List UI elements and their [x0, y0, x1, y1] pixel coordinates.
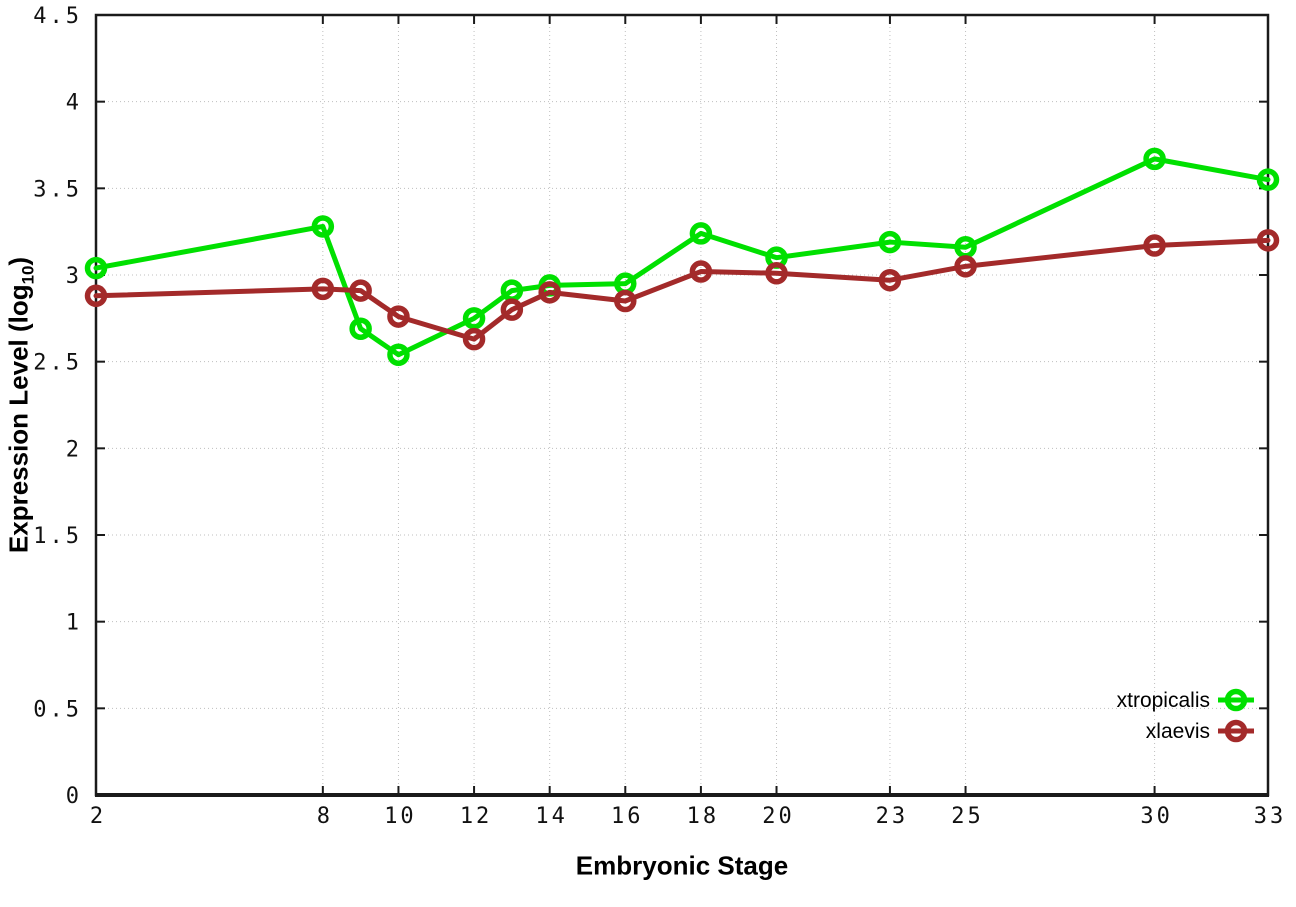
data-point-xlaevis	[765, 262, 788, 285]
x-tick-label: 30	[1140, 804, 1173, 829]
x-tick-label: 2	[90, 804, 106, 829]
data-point-xtropicalis	[462, 307, 486, 330]
legend-label-xlaevis: xlaevis	[1146, 720, 1210, 743]
data-point-xlaevis	[349, 279, 372, 302]
y-axis-title-close: )	[3, 256, 34, 266]
series-line-xlaevis	[93, 237, 1271, 342]
data-point-xlaevis	[462, 327, 486, 351]
y-tick-label: 0	[66, 784, 82, 809]
data-point-xlaevis	[500, 298, 524, 321]
x-tick-label: 33	[1254, 804, 1287, 829]
data-point-xlaevis	[1256, 229, 1280, 252]
data-point-xlaevis	[878, 268, 902, 292]
y-tick-label: 2.5	[33, 351, 82, 376]
data-point-xlaevis	[311, 277, 335, 301]
y-tick-label: 1	[66, 611, 82, 636]
legend-marker-xtropicalis	[1224, 688, 1248, 712]
x-tick-label: 23	[876, 804, 909, 829]
x-tick-label: 20	[762, 804, 795, 829]
data-point-xtropicalis	[311, 215, 335, 238]
data-point-xlaevis	[84, 284, 108, 308]
data-point-xlaevis	[614, 289, 637, 313]
data-point-xtropicalis	[878, 230, 902, 254]
plot-border	[94, 13, 1270, 797]
data-point-xtropicalis	[349, 317, 372, 340]
x-tick-label: 18	[687, 804, 720, 829]
data-point-xtropicalis	[84, 256, 108, 280]
data-point-xtropicalis	[689, 222, 713, 245]
y-tick-label: 1.5	[33, 524, 82, 549]
data-point-xtropicalis	[387, 343, 410, 366]
y-axis-title: Expression Level (log10)	[3, 257, 38, 553]
x-tick-label: 16	[611, 804, 644, 829]
data-point-xlaevis	[1143, 234, 1166, 257]
data-point-xtropicalis	[1143, 147, 1166, 171]
x-tick-label: 25	[951, 804, 984, 829]
y-tick-label: 0.5	[33, 697, 82, 722]
y-tick-label: 3	[66, 264, 82, 289]
y-axis-title-subscript: 10	[18, 265, 38, 285]
y-tick-label: 4	[66, 91, 82, 116]
y-axis-title-text: Expression Level (log	[3, 284, 34, 554]
x-tick-label: 14	[535, 804, 568, 829]
legend-label-xtropicalis: xtropicalis	[1117, 689, 1210, 712]
data-point-xtropicalis	[1256, 168, 1280, 191]
x-tick-label: 8	[317, 804, 333, 829]
legend-marker-xlaevis	[1224, 719, 1248, 743]
data-point-xlaevis	[689, 260, 713, 283]
series-line-xtropicalis	[93, 156, 1271, 358]
y-tick-label: 4.5	[33, 4, 82, 29]
y-tick-label: 2	[66, 437, 82, 462]
data-point-xlaevis	[954, 255, 977, 278]
x-tick-label: 12	[460, 804, 493, 829]
data-point-xlaevis	[387, 305, 410, 328]
x-axis-title: Embryonic Stage	[575, 850, 789, 881]
x-tick-label: 10	[384, 804, 417, 829]
y-tick-label: 3.5	[33, 177, 82, 202]
data-point-xlaevis	[538, 281, 561, 304]
